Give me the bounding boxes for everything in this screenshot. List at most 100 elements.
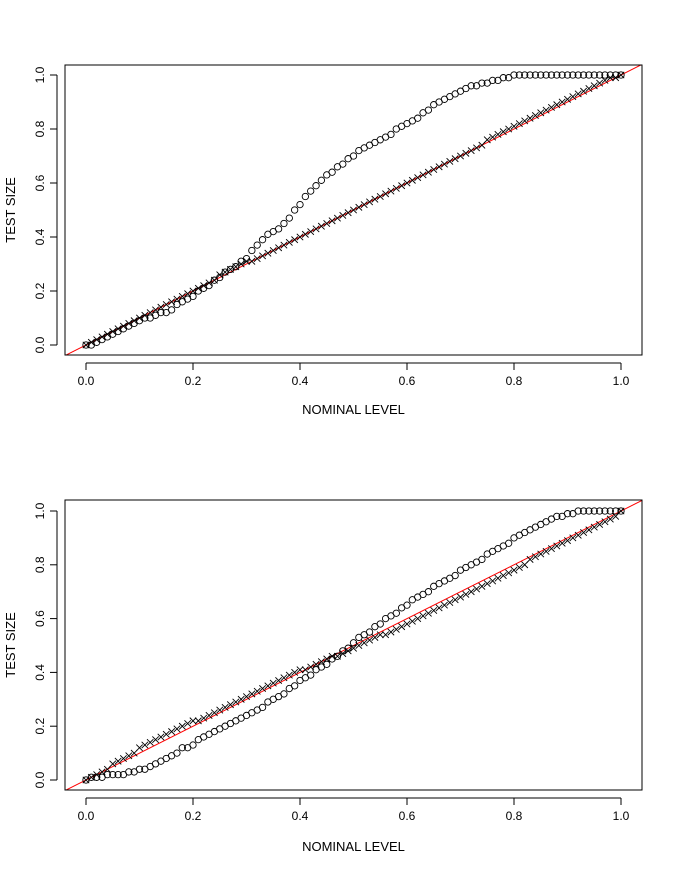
cross-point: [430, 607, 438, 615]
cross-point: [408, 176, 416, 184]
cross-point: [114, 757, 122, 765]
cross-point: [349, 644, 358, 652]
circle-point: [590, 71, 598, 79]
cross-point: [242, 693, 251, 701]
cross-point: [558, 98, 566, 106]
cross-point: [280, 674, 288, 682]
y-tick-label: 1.0: [33, 66, 47, 83]
cross-point: [237, 695, 245, 703]
plot-frame: [64, 64, 643, 356]
cross-point: [253, 687, 261, 695]
circle-point: [542, 71, 550, 79]
cross-point: [355, 203, 363, 211]
cross-point: [553, 542, 561, 550]
x-tick-label: 0.2: [185, 374, 202, 388]
cross-point: [547, 545, 555, 553]
cross-point: [510, 566, 518, 574]
cross-point: [489, 133, 497, 141]
y-tick-label: 0.0: [33, 771, 47, 788]
cross-point: [307, 228, 315, 236]
cross-point: [339, 211, 347, 219]
circle-point: [595, 71, 604, 79]
cross-point: [376, 192, 384, 201]
cross-point: [152, 306, 160, 314]
circle-point: [392, 609, 400, 617]
cross-point: [366, 198, 374, 206]
y-tick-label: 0.2: [33, 282, 47, 299]
cross-point: [505, 125, 513, 133]
circle-point: [488, 76, 497, 85]
cross-point: [617, 71, 625, 79]
cross-point: [382, 190, 390, 198]
top-plot-panel: 0.0 0.2 0.4 0.6 0.8 1.0 0.0 0.2 0.4 0.6 0.8 1.0 NO…: [3, 64, 643, 417]
circle-point: [349, 152, 358, 160]
bottom-plot-panel: 0.0 0.2 0.4 0.6 0.8 1.0 0.0 0.2 0.4 0.6 0.8 1.0 NO…: [3, 499, 643, 854]
cross-point: [205, 279, 213, 287]
circle-point: [424, 588, 433, 596]
cross-point: [456, 593, 465, 601]
cross-point: [210, 709, 218, 717]
cross-point: [333, 214, 341, 222]
cross-point: [87, 773, 95, 781]
y-tick-label: 0.4: [33, 664, 47, 681]
cross-point: [301, 230, 309, 238]
x-tick-label: 0.0: [78, 374, 95, 388]
cross-point: [317, 222, 325, 230]
cross-point: [398, 182, 406, 190]
cross-point: [467, 147, 475, 155]
cross-point: [135, 314, 144, 322]
cross-point: [119, 322, 127, 330]
cross-point: [590, 82, 598, 90]
cross-point: [606, 74, 614, 82]
cross-point: [157, 303, 165, 311]
y-tick-label: 0.0: [33, 336, 47, 353]
cross-point: [200, 714, 208, 722]
circle-point: [339, 160, 347, 168]
circle-point: [114, 770, 122, 779]
cross-point: [403, 620, 411, 628]
cross-point: [526, 555, 534, 563]
cross-point: [435, 604, 443, 612]
cross-point: [617, 507, 625, 515]
cross-point: [515, 120, 523, 128]
cross-point: [489, 577, 497, 585]
circle-point: [365, 628, 374, 636]
cross-point: [173, 725, 181, 733]
cross-point: [601, 76, 609, 84]
circle-point: [189, 741, 197, 749]
plot-frame: [64, 499, 643, 791]
cross-point: [130, 317, 138, 325]
circle-point: [521, 71, 529, 79]
cross-point: [419, 171, 427, 179]
cross-point: [392, 184, 400, 192]
circle-point: [585, 507, 593, 515]
cross-point: [403, 179, 411, 187]
circle-point: [451, 571, 459, 580]
cross-point: [98, 333, 106, 341]
cross-point: [275, 676, 283, 684]
cross-point: [291, 236, 299, 244]
cross-point: [301, 666, 309, 674]
cross-point: [269, 246, 277, 255]
circle-point: [617, 507, 625, 515]
cross-point: [312, 225, 320, 233]
cross-point: [574, 90, 582, 98]
x-tick-label: 0.4: [292, 374, 309, 388]
cross-point: [103, 765, 111, 773]
x-tick-label: 1.0: [613, 809, 630, 823]
circle-point: [606, 507, 614, 515]
cross-point: [87, 338, 95, 346]
cross-point: [317, 658, 325, 666]
cross-point: [371, 195, 379, 203]
cross-point: [328, 652, 336, 660]
circle-point: [537, 71, 545, 79]
reference-line: [65, 500, 642, 790]
cross-point: [596, 79, 604, 87]
cross-point: [275, 244, 283, 252]
circle-point: [579, 71, 588, 79]
cross-point: [259, 685, 267, 693]
cross-point: [440, 601, 448, 609]
cross-point: [296, 666, 304, 674]
